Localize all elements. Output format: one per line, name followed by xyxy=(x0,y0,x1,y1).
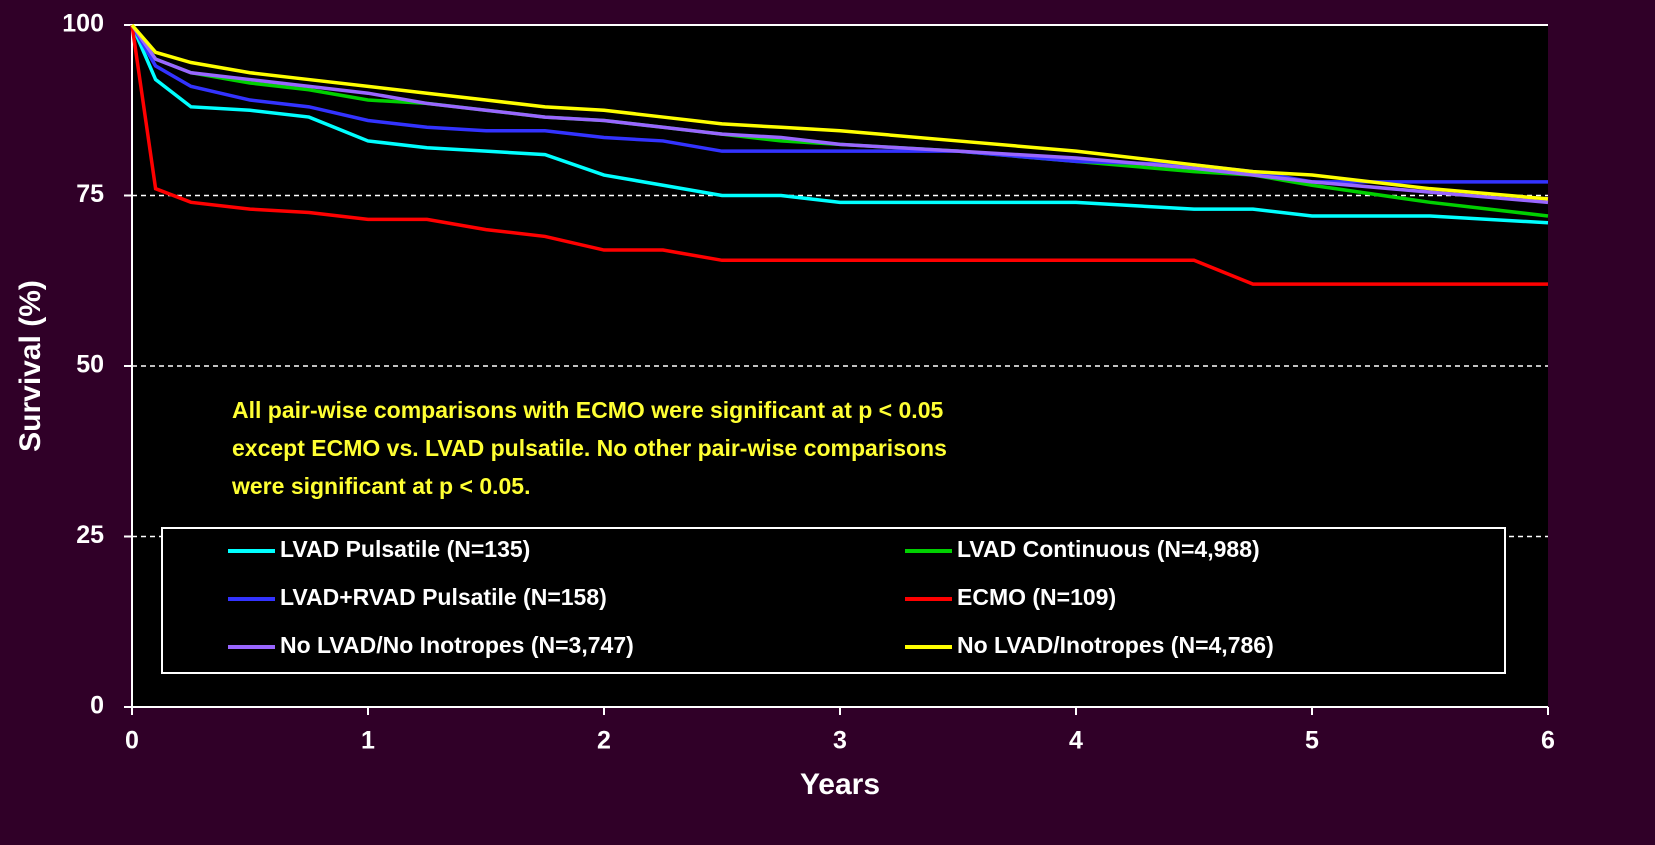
x-axis-label: Years xyxy=(800,768,880,801)
y-tick-label: 75 xyxy=(76,180,104,208)
y-tick-label: 25 xyxy=(76,521,104,549)
y-tick-label: 0 xyxy=(90,692,104,720)
annotation: were significant at p < 0.05. xyxy=(231,473,530,499)
series-line xyxy=(130,23,1549,201)
legend-label: No LVAD/No Inotropes (N=3,747) xyxy=(280,632,634,658)
x-tick-label: 4 xyxy=(1069,727,1083,755)
x-tick-label: 6 xyxy=(1541,727,1555,755)
annotation: All pair-wise comparisons with ECMO were… xyxy=(232,397,943,423)
x-tick-label: 3 xyxy=(833,727,847,755)
legend-label: ECMO (N=109) xyxy=(957,584,1116,610)
y-tick-label: 50 xyxy=(76,351,104,379)
x-tick-label: 1 xyxy=(361,727,375,755)
annotation: except ECMO vs. LVAD pulsatile. No other… xyxy=(232,435,947,461)
y-axis-label: Survival (%) xyxy=(14,280,47,452)
legend-label: LVAD Pulsatile (N=135) xyxy=(280,536,530,562)
legend-label: LVAD+RVAD Pulsatile (N=158) xyxy=(280,584,607,610)
legend-label: No LVAD/Inotropes (N=4,786) xyxy=(957,632,1274,658)
x-tick-label: 0 xyxy=(125,727,139,755)
series-line xyxy=(130,24,1548,286)
legend-label: LVAD Continuous (N=4,988) xyxy=(957,536,1260,562)
x-tick-label: 2 xyxy=(597,727,611,755)
x-tick-label: 5 xyxy=(1305,727,1319,755)
legend-box xyxy=(161,527,1506,674)
series-line xyxy=(130,24,1549,225)
y-tick-label: 100 xyxy=(62,10,104,38)
series-line xyxy=(130,24,1549,205)
